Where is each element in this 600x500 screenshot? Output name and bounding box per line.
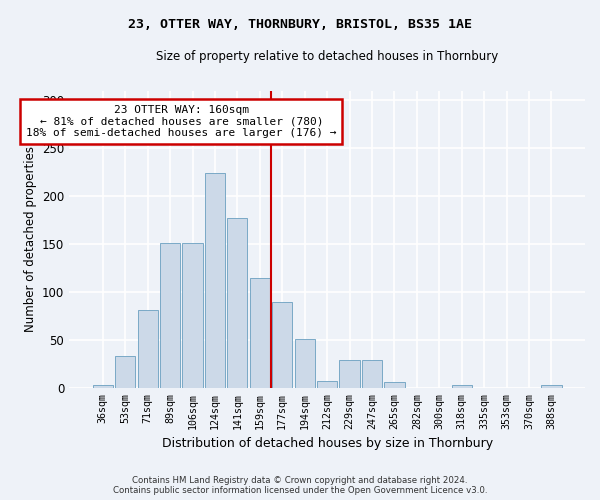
Bar [227, 218, 247, 388]
Bar [272, 302, 292, 388]
Y-axis label: Number of detached properties: Number of detached properties [23, 146, 37, 332]
Bar [250, 278, 270, 388]
Bar [160, 243, 180, 388]
Bar [137, 310, 158, 388]
Bar [295, 339, 315, 388]
Bar [541, 385, 562, 388]
Title: Size of property relative to detached houses in Thornbury: Size of property relative to detached ho… [156, 50, 498, 63]
Bar [452, 385, 472, 388]
Bar [115, 356, 135, 388]
Text: Contains HM Land Registry data © Crown copyright and database right 2024.
Contai: Contains HM Land Registry data © Crown c… [113, 476, 487, 495]
Bar [182, 243, 203, 388]
X-axis label: Distribution of detached houses by size in Thornbury: Distribution of detached houses by size … [161, 437, 493, 450]
Bar [340, 360, 359, 388]
Bar [385, 382, 404, 388]
Bar [205, 173, 225, 388]
Text: 23, OTTER WAY, THORNBURY, BRISTOL, BS35 1AE: 23, OTTER WAY, THORNBURY, BRISTOL, BS35 … [128, 18, 472, 30]
Bar [317, 381, 337, 388]
Text: 23 OTTER WAY: 160sqm
← 81% of detached houses are smaller (780)
18% of semi-deta: 23 OTTER WAY: 160sqm ← 81% of detached h… [26, 105, 337, 138]
Bar [362, 360, 382, 388]
Bar [92, 385, 113, 388]
